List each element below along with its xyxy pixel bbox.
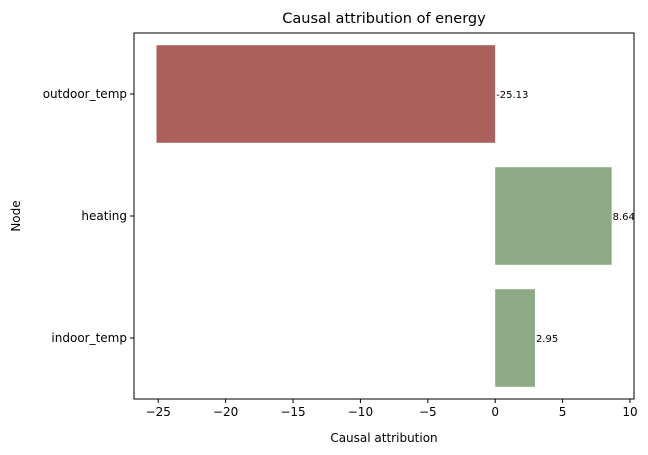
x-axis-label: Causal attribution	[330, 431, 437, 445]
x-axis: −25 −20 −15 −10 −5 0 5 10	[146, 399, 638, 419]
bar-outdoor_temp	[156, 45, 496, 143]
x-tick-label-5: 0	[491, 405, 499, 419]
chart-title: Causal attribution of energy	[282, 11, 486, 27]
bar-indoor_temp	[495, 289, 535, 387]
data-labels-group: -25.13 8.64 2.95	[496, 90, 635, 345]
bar-heating	[495, 167, 612, 265]
x-tick-label-7: 10	[622, 405, 637, 419]
y-tick-label-heating: heating	[81, 209, 127, 223]
x-tick-label-6: 5	[559, 405, 567, 419]
bars-group	[156, 45, 612, 387]
x-tick-label-2: −15	[280, 405, 305, 419]
y-axis-label: Node	[9, 200, 23, 231]
data-label-outdoor_temp: -25.13	[496, 90, 528, 101]
x-tick-label-4: −5	[419, 405, 437, 419]
data-label-indoor_temp: 2.95	[536, 334, 558, 345]
x-tick-label-0: −25	[146, 405, 171, 419]
y-tick-label-outdoor_temp: outdoor_temp	[43, 87, 127, 101]
x-tick-label-3: −10	[348, 405, 373, 419]
y-tick-label-indoor_temp: indoor_temp	[51, 331, 127, 345]
data-label-heating: 8.64	[613, 212, 635, 223]
x-tick-label-1: −20	[213, 405, 238, 419]
